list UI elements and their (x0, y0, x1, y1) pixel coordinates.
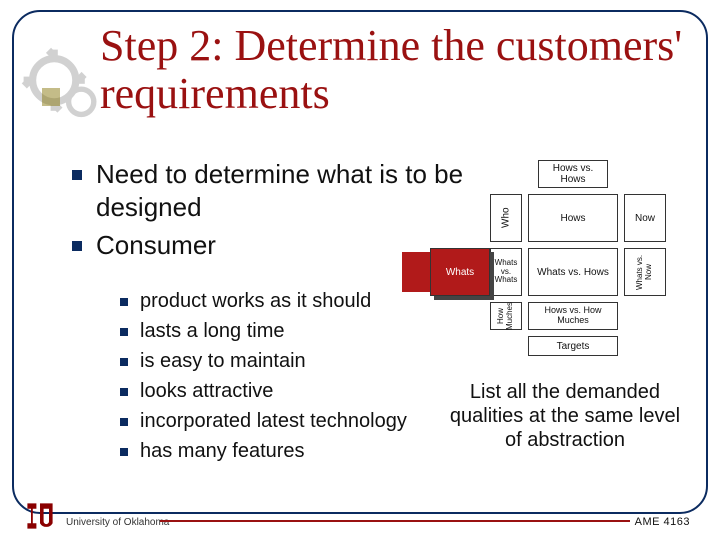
diagram-cell-hows: Hows (528, 194, 618, 242)
bullet-icon (72, 170, 82, 180)
diagram-cell-who: Who (490, 194, 522, 242)
sub-bullet-text: is easy to maintain (140, 348, 306, 374)
footer-right: AME 4163 (635, 516, 690, 528)
bullet-icon (120, 418, 128, 426)
slide-title: Step 2: Determine the customers' require… (100, 22, 684, 117)
sub-bullet-text: lasts a long time (140, 318, 285, 344)
title-row: Step 2: Determine the customers' require… (36, 22, 684, 117)
sub-bullet-text: has many features (140, 438, 305, 464)
sub-bullet-text: product works as it should (140, 288, 371, 314)
diagram-cell-whats-vs-whats: Whats vs. Whats (490, 248, 522, 296)
bullet-icon (72, 241, 82, 251)
ou-logo-icon (22, 498, 58, 534)
diagram-cell-how-muches: How Muches (490, 302, 522, 330)
diagram-cell-whats-vs-now: Whats vs. Now (624, 248, 666, 296)
diagram-cell-hows-vs-hows: Hows vs. Hows (538, 160, 608, 188)
bullet-icon (120, 448, 128, 456)
sub-bullet-text: incorporated latest technology (140, 408, 407, 434)
sub-bullet-item: is easy to maintain (120, 348, 407, 374)
bullet-icon (120, 298, 128, 306)
sub-bullets: product works as it should lasts a long … (120, 288, 407, 468)
slide: Step 2: Determine the customers' require… (0, 0, 720, 540)
sub-bullet-item: has many features (120, 438, 407, 464)
diagram-red-band (402, 252, 430, 292)
diagram-cell-whats-vs-hows: Whats vs. Hows (528, 248, 618, 296)
bullet-icon (120, 328, 128, 336)
bullet-icon (120, 358, 128, 366)
qfd-diagram: Hows vs. Hows Who Hows Now Whats Whats v… (430, 160, 690, 360)
bullet-text: Consumer (96, 229, 216, 262)
diagram-cell-now: Now (624, 194, 666, 242)
footer-divider (160, 520, 630, 522)
sub-bullet-item: looks attractive (120, 378, 407, 404)
diagram-cell-targets: Targets (528, 336, 618, 356)
sub-bullet-item: product works as it should (120, 288, 407, 314)
diagram-cell-whats: Whats (430, 248, 490, 296)
callout-text: List all the demanded qualities at the s… (440, 380, 690, 452)
sub-bullet-item: lasts a long time (120, 318, 407, 344)
bullet-icon (120, 388, 128, 396)
sub-bullet-item: incorporated latest technology (120, 408, 407, 434)
footer-left: University of Oklahoma (66, 517, 169, 528)
sub-bullet-text: looks attractive (140, 378, 273, 404)
diagram-cell-hows-vs-how-muches: Hows vs. How Muches (528, 302, 618, 330)
